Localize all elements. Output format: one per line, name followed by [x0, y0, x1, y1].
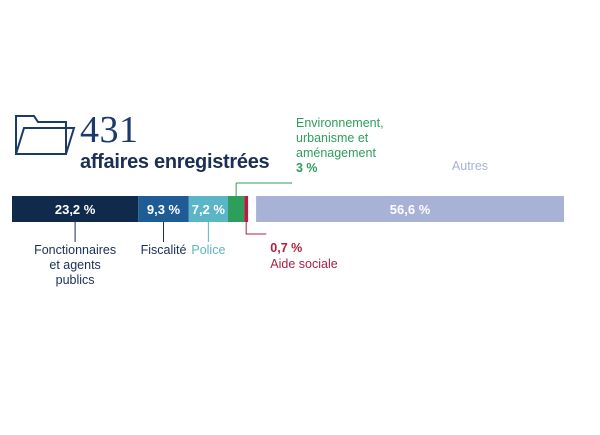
value-label-2: 7,2 % — [192, 202, 226, 217]
total-count: 431 — [80, 109, 139, 151]
category-label-3-1: urbanisme et — [296, 131, 369, 145]
folder-icon — [15, 115, 76, 155]
value-label-0: 23,2 % — [55, 202, 96, 217]
category-label-3-0: Environnement, — [296, 116, 384, 130]
category-label-0-1: et agents — [49, 258, 100, 272]
bar-segment-0 — [12, 196, 139, 222]
category-label-0-0: Fonctionnaires — [34, 243, 116, 257]
category-label-5: Autres — [452, 159, 488, 173]
bar-segment-2 — [188, 196, 228, 222]
category-label-0-2: publics — [56, 273, 95, 287]
category-label-1-0: Fiscalité — [141, 243, 187, 257]
value-label-1: 9,3 % — [147, 202, 181, 217]
total-label: affaires enregistrées — [80, 151, 270, 173]
value-label-4: 0,7 % — [270, 241, 302, 255]
leader-line-4 — [245, 222, 267, 235]
value-label-3: 3 % — [296, 161, 318, 175]
bar-segment-4 — [244, 196, 249, 222]
bar-segment-3 — [227, 196, 245, 222]
bar-segment-1 — [138, 196, 189, 222]
value-label-5: 56,6 % — [390, 202, 431, 217]
bar-segment-5 — [256, 196, 564, 222]
category-label-4: Aide sociale — [270, 257, 337, 271]
category-label-2-0: Police — [191, 243, 225, 257]
category-label-3-2: aménagement — [296, 146, 376, 160]
